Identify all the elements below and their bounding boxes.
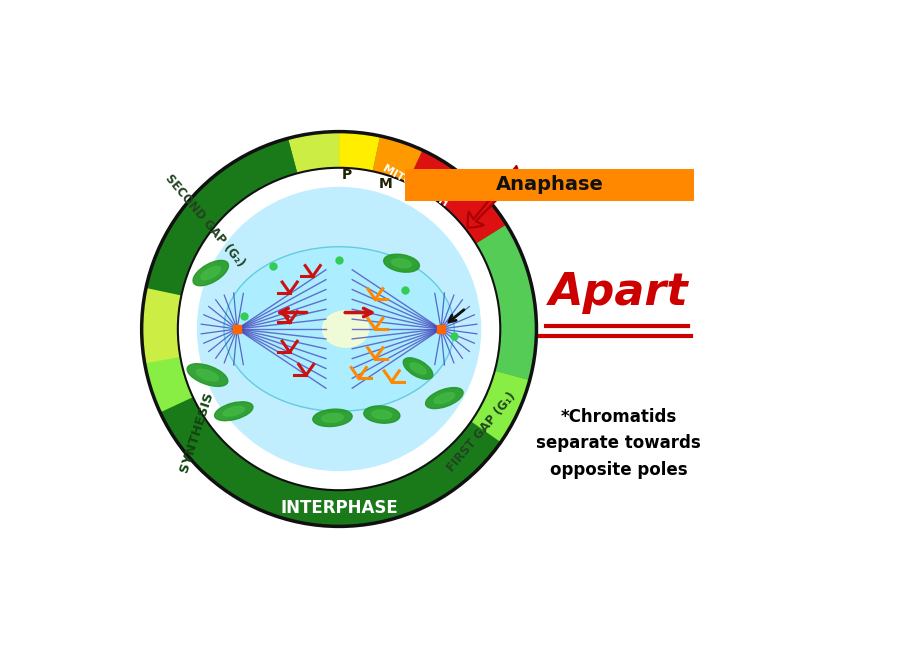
Text: INTERPHASE: INTERPHASE [280, 499, 398, 517]
Ellipse shape [197, 369, 219, 381]
Circle shape [198, 188, 480, 470]
Text: SYNTHESIS: SYNTHESIS [178, 390, 216, 474]
Text: FIRST GAP (G₁): FIRST GAP (G₁) [444, 390, 518, 474]
Text: M: M [379, 178, 393, 191]
Ellipse shape [224, 247, 454, 411]
Ellipse shape [410, 363, 426, 374]
Wedge shape [495, 329, 536, 380]
Text: P: P [342, 168, 352, 182]
Ellipse shape [188, 364, 228, 386]
Ellipse shape [425, 388, 463, 409]
Wedge shape [372, 136, 423, 183]
Wedge shape [146, 138, 297, 295]
Text: ASE: ASE [434, 211, 457, 236]
Wedge shape [288, 132, 339, 173]
Wedge shape [476, 224, 536, 329]
Ellipse shape [371, 410, 392, 419]
Ellipse shape [215, 402, 253, 420]
Ellipse shape [193, 261, 229, 286]
Wedge shape [339, 132, 380, 171]
Wedge shape [145, 357, 193, 413]
Ellipse shape [323, 311, 369, 347]
Ellipse shape [313, 409, 352, 426]
Circle shape [178, 168, 500, 490]
FancyBboxPatch shape [404, 169, 694, 201]
Ellipse shape [322, 413, 343, 422]
Bar [437, 325, 445, 333]
Text: SECOND GAP (G₂): SECOND GAP (G₂) [163, 172, 247, 269]
Text: MITOTIC PH: MITOTIC PH [381, 163, 449, 209]
Text: Anaphase: Anaphase [496, 176, 604, 194]
Bar [233, 325, 241, 333]
Ellipse shape [223, 407, 244, 416]
Text: Apart: Apart [549, 271, 688, 315]
Ellipse shape [404, 358, 433, 379]
Ellipse shape [383, 254, 419, 272]
Ellipse shape [434, 393, 455, 403]
Ellipse shape [364, 406, 400, 423]
Text: *Chromatids
separate towards
opposite poles: *Chromatids separate towards opposite po… [536, 408, 701, 479]
Ellipse shape [392, 259, 412, 268]
Wedge shape [154, 370, 530, 526]
Ellipse shape [201, 266, 221, 280]
Wedge shape [407, 150, 507, 243]
Circle shape [142, 132, 536, 526]
Wedge shape [471, 370, 530, 442]
Wedge shape [142, 288, 188, 397]
